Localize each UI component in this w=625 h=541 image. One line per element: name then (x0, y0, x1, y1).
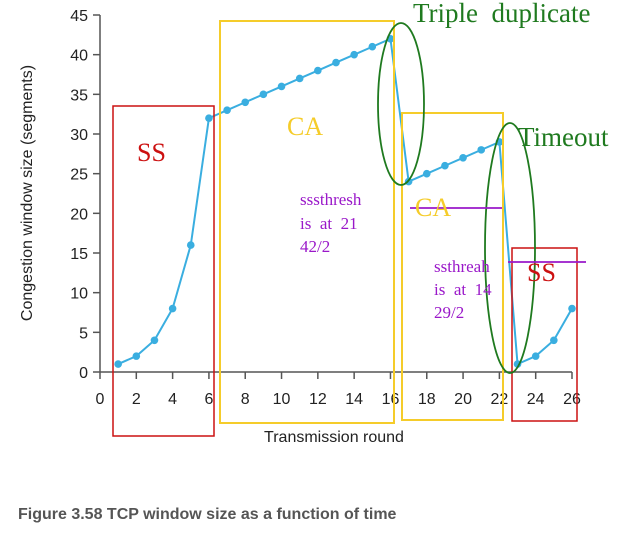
y-tick-label: 0 (79, 365, 88, 382)
data-point (132, 352, 141, 360)
x-tick-label: 12 (309, 391, 327, 408)
annotation-text: SS CA Triple duplicate CA Timeout SS sss… (137, 0, 609, 322)
x-axis-title: Transmission round (264, 429, 404, 446)
y-axis-title: Congestion window size (segments) (19, 65, 36, 321)
data-point (350, 50, 358, 59)
data-point (241, 98, 250, 107)
ca-box-first (219, 20, 395, 424)
ca-label-second: CA (415, 193, 451, 222)
y-tick-label: 35 (70, 87, 88, 104)
x-tick-label: 18 (418, 391, 436, 408)
timeout-label: Timeout (518, 122, 609, 152)
ss-box-right (511, 247, 578, 422)
x-tick-label: 16 (382, 391, 400, 408)
x-tick-label: 14 (345, 391, 363, 408)
ssthresh2-line3: 29/2 (434, 303, 464, 322)
y-tick-label: 10 (70, 286, 88, 303)
data-point (332, 58, 340, 67)
data-point (550, 336, 558, 345)
data-point (314, 66, 322, 75)
y-ticks: 0 5 10 15 20 25 30 35 40 45 (70, 8, 100, 382)
x-tick-label: 0 (96, 391, 105, 408)
ss-box-left (112, 105, 215, 437)
data-point (368, 42, 377, 51)
y-tick-label: 25 (70, 167, 88, 184)
y-tick-label: 20 (70, 206, 88, 223)
x-tick-label: 2 (132, 391, 141, 408)
data-point (186, 241, 195, 249)
data-point (477, 146, 486, 154)
ssthresh2-line1: ssthreah (434, 257, 490, 276)
x-tick-label: 10 (273, 391, 291, 408)
data-point (259, 90, 268, 99)
data-point (150, 336, 159, 345)
x-tick-label: 26 (563, 391, 581, 408)
x-tick-label: 8 (241, 391, 250, 408)
ca-label-first: CA (287, 112, 323, 141)
y-tick-label: 30 (70, 127, 88, 144)
timeout-ellipse (484, 122, 536, 374)
data-point (422, 169, 431, 178)
data-point (441, 161, 449, 170)
data-point (168, 304, 177, 313)
data-point (459, 154, 467, 162)
data-point (568, 304, 576, 313)
annotation-overlays (112, 20, 586, 437)
triple-duplicate-ellipse (377, 22, 425, 186)
ss-label-right: SS (527, 258, 556, 287)
series-points (114, 35, 576, 368)
data-point (114, 360, 122, 368)
x-ticks: 0 2 4 6 8 10 12 14 16 18 20 22 24 26 (96, 372, 581, 408)
ss-label-left: SS (137, 138, 166, 167)
ssthresh2-line2: is at 14 (434, 280, 492, 299)
y-tick-label: 15 (70, 246, 88, 263)
x-tick-label: 6 (204, 391, 213, 408)
figure-caption: Figure 3.58 TCP window size as a functio… (18, 506, 397, 523)
chart-axes (99, 15, 572, 373)
ssthresh1-line2: is at 21 (300, 214, 358, 233)
data-point (295, 74, 304, 83)
y-tick-label: 5 (79, 325, 88, 342)
x-tick-label: 20 (454, 391, 472, 408)
data-point (531, 352, 540, 360)
triple-duplicate-label: Triple duplicate (413, 0, 590, 28)
x-tick-label: 22 (490, 391, 508, 408)
x-tick-label: 4 (168, 391, 177, 408)
data-point (277, 82, 286, 91)
ca-box-second (401, 112, 504, 421)
data-point (205, 114, 213, 122)
data-point (223, 106, 231, 114)
x-tick-label: 24 (527, 391, 545, 408)
ssthresh1-line3: 42/2 (300, 237, 330, 256)
ssthresh1-line1: sssthresh (300, 190, 362, 209)
y-tick-label: 40 (70, 48, 88, 65)
y-tick-label: 45 (70, 8, 88, 25)
